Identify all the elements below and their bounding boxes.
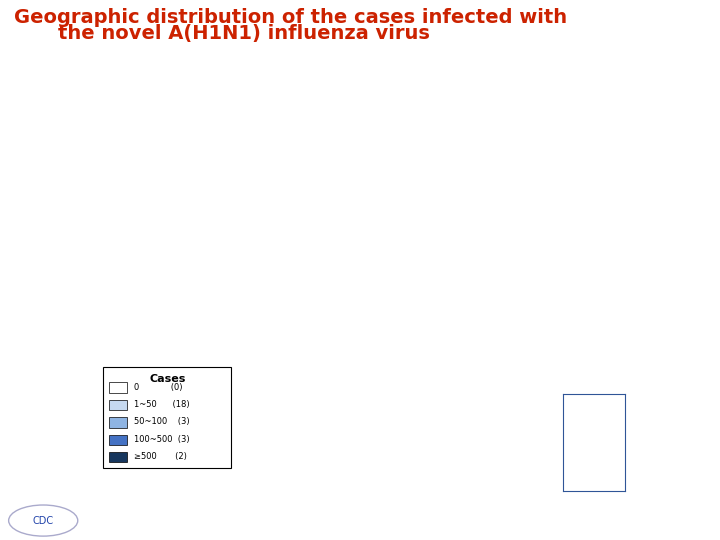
Text: the novel A(H1N1) influenza virus: the novel A(H1N1) influenza virus <box>58 24 429 43</box>
Bar <box>109 400 127 410</box>
Text: 50~100    (3): 50~100 (3) <box>134 417 190 427</box>
Text: ≥500       (2): ≥500 (2) <box>134 452 187 461</box>
Text: Geographic distribution of the cases infected with: Geographic distribution of the cases inf… <box>14 8 567 27</box>
Bar <box>109 417 127 428</box>
Bar <box>109 382 127 393</box>
FancyBboxPatch shape <box>104 367 231 468</box>
Text: 1~50      (18): 1~50 (18) <box>134 400 190 409</box>
Bar <box>109 452 127 462</box>
Text: CHINESE CENTER FOR DISEASE CONTROL AND PREVENTION: CHINESE CENTER FOR DISEASE CONTROL AND P… <box>157 514 621 528</box>
Text: CDC: CDC <box>32 516 54 525</box>
Text: Cases: Cases <box>149 374 186 384</box>
Text: 100~500  (3): 100~500 (3) <box>134 435 190 444</box>
Text: 0            (0): 0 (0) <box>134 383 183 391</box>
Bar <box>109 435 127 445</box>
